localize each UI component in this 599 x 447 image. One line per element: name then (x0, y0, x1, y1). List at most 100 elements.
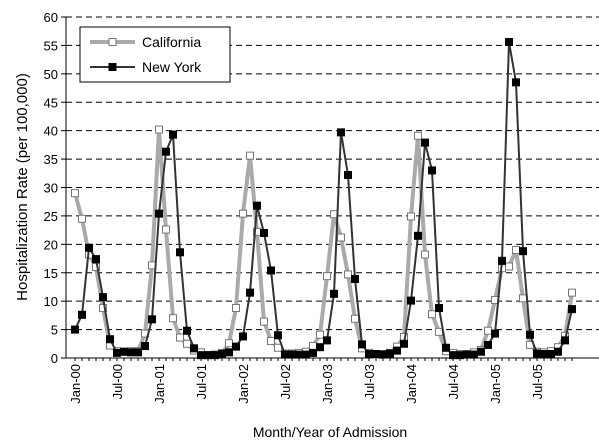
data-point (435, 327, 443, 336)
data-point (309, 342, 317, 351)
series-line (73, 127, 574, 358)
data-point (316, 343, 324, 352)
data-point (176, 333, 184, 342)
y-tick-label: 10 (44, 294, 58, 309)
legend-box (79, 26, 231, 83)
data-point (204, 351, 212, 360)
data-point (71, 189, 79, 198)
x-tick-label: Jan-03 (320, 364, 335, 404)
data-point (463, 350, 471, 359)
y-tick-label: 50 (44, 67, 58, 82)
y-tick-label: 35 (44, 152, 58, 167)
data-point (106, 335, 114, 344)
data-point (288, 350, 296, 359)
x-tick-label: Jul-02 (278, 364, 293, 399)
y-tick-label: 15 (44, 266, 58, 281)
data-point (568, 288, 576, 297)
series-new-york (71, 38, 576, 360)
data-point (337, 128, 345, 137)
y-tick-label: 30 (44, 181, 58, 196)
data-point (449, 351, 457, 360)
y-tick-label: 55 (44, 38, 58, 53)
data-point (176, 248, 184, 257)
data-point (190, 344, 198, 353)
data-point (386, 349, 394, 358)
data-point (120, 347, 128, 356)
data-point (225, 348, 233, 357)
data-point (78, 214, 86, 223)
data-point (316, 330, 324, 339)
data-point (323, 272, 331, 281)
data-point (351, 314, 359, 323)
data-point (428, 310, 436, 319)
data-point (267, 336, 275, 345)
data-point (547, 350, 555, 359)
data-point (470, 350, 478, 359)
data-point (85, 243, 93, 252)
data-point (246, 288, 254, 297)
data-point (358, 340, 366, 349)
data-point (113, 348, 121, 357)
data-point (183, 326, 191, 335)
data-point (512, 78, 520, 87)
y-tick-label: 45 (44, 95, 58, 110)
x-tick-label: Jul-04 (446, 364, 461, 399)
y-tick-label: 0 (51, 351, 58, 366)
data-point (239, 209, 247, 218)
data-point (162, 147, 170, 156)
data-point (351, 275, 359, 284)
legend-label: California (142, 34, 201, 50)
x-tick-label: Jan-04 (404, 364, 419, 404)
data-point (477, 347, 485, 356)
data-point (407, 296, 415, 305)
x-tick-label: Jul-01 (194, 364, 209, 399)
data-point (414, 131, 422, 140)
y-tick-label: 25 (44, 209, 58, 224)
x-tick-label: Jan-05 (488, 364, 503, 404)
data-point (330, 289, 338, 298)
data-point (99, 293, 107, 302)
legend-label: New York (142, 59, 202, 75)
data-point (365, 350, 373, 359)
data-point (155, 125, 163, 134)
data-point (491, 329, 499, 338)
axes: 0 5 10 15 20 25 30 35 40 45 50 55 60 Jan-00 Jul-00 Jan-… (44, 10, 599, 404)
data-point (169, 314, 177, 323)
data-point (379, 350, 387, 359)
data-point (239, 332, 247, 341)
data-point (407, 212, 415, 221)
data-point (197, 351, 205, 360)
data-point (232, 342, 240, 351)
data-point (421, 138, 429, 147)
y-tick-label: 60 (44, 10, 58, 25)
data-point (442, 343, 450, 352)
data-point (344, 270, 352, 279)
data-point (393, 346, 401, 355)
x-axis-label: Month/Year of Admission (253, 424, 407, 440)
data-point (554, 347, 562, 356)
y-tick-label: 40 (44, 124, 58, 139)
data-point (274, 343, 282, 352)
data-point (169, 130, 177, 139)
data-point (295, 350, 303, 359)
data-point (484, 326, 492, 335)
data-point (162, 225, 170, 234)
y-axis-label: Hospitalization Rate (per 100,000) (14, 73, 31, 301)
data-point (211, 351, 219, 360)
data-point (414, 231, 422, 240)
data-point (519, 294, 527, 303)
data-point (400, 339, 408, 348)
data-point (141, 342, 149, 351)
data-point (78, 310, 86, 319)
data-point (526, 330, 534, 339)
data-point (218, 349, 226, 358)
data-point (274, 331, 282, 340)
data-point (568, 305, 576, 314)
data-point (344, 170, 352, 179)
y-tick-label: 20 (44, 237, 58, 252)
data-point (127, 348, 135, 357)
data-point (148, 315, 156, 324)
data-point (505, 262, 513, 271)
